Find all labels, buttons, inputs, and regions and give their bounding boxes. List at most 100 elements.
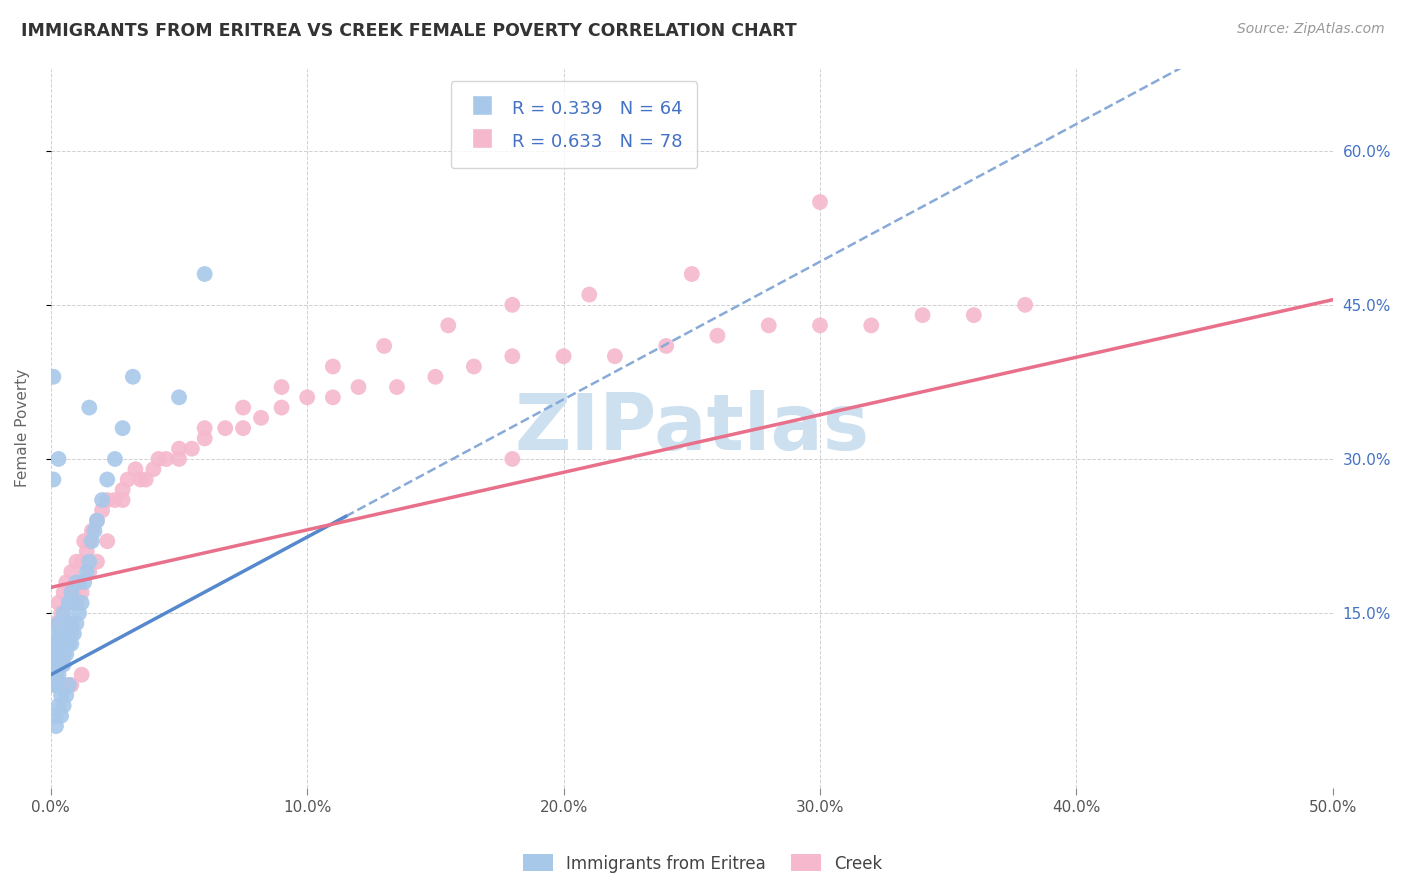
Point [49, 688, 72, 702]
Point [55, 575, 77, 590]
Point [60, 585, 83, 599]
Point [70, 585, 93, 599]
Point [45, 647, 67, 661]
Point [83, 524, 105, 538]
Point [49, 647, 72, 661]
Point [70, 596, 93, 610]
Point [347, 380, 370, 394]
Point [67, 606, 90, 620]
Point [48, 657, 70, 672]
Point [80, 534, 103, 549]
Point [63, 585, 86, 599]
Point [52, 678, 75, 692]
Point [60, 637, 83, 651]
Point [148, 452, 170, 467]
Point [79, 555, 101, 569]
Point [194, 267, 217, 281]
Point [58, 616, 80, 631]
Point [91, 493, 114, 508]
Point [76, 565, 98, 579]
Point [96, 473, 118, 487]
Point [167, 452, 190, 467]
Point [86, 514, 108, 528]
Point [42, 637, 65, 651]
Point [45, 667, 67, 681]
Point [808, 318, 831, 333]
Point [42, 647, 65, 661]
Point [52, 626, 75, 640]
Point [117, 473, 139, 487]
Point [48, 698, 70, 713]
Point [155, 452, 177, 467]
Point [42, 657, 65, 672]
Point [373, 339, 395, 353]
Point [501, 349, 523, 363]
Point [45, 678, 67, 692]
Point [55, 637, 77, 651]
Point [96, 493, 118, 508]
Point [49, 709, 72, 723]
Point [437, 318, 460, 333]
Point [167, 390, 190, 404]
Point [42, 667, 65, 681]
Point [73, 534, 96, 549]
Point [70, 555, 93, 569]
Point [52, 585, 75, 599]
Point [45, 616, 67, 631]
Point [45, 637, 67, 651]
Point [214, 421, 236, 435]
Point [60, 626, 83, 640]
Point [65, 575, 87, 590]
Point [681, 267, 703, 281]
Point [63, 626, 86, 640]
Point [48, 667, 70, 681]
Point [52, 657, 75, 672]
Point [45, 709, 67, 723]
Point [270, 380, 292, 394]
Text: Source: ZipAtlas.com: Source: ZipAtlas.com [1237, 22, 1385, 37]
Point [194, 431, 217, 445]
Point [142, 462, 165, 476]
Point [42, 678, 65, 692]
Y-axis label: Female Poverty: Female Poverty [15, 369, 30, 487]
Legend: Immigrants from Eritrea, Creek: Immigrants from Eritrea, Creek [516, 847, 890, 880]
Point [55, 688, 77, 702]
Point [73, 575, 96, 590]
Point [706, 328, 728, 343]
Point [322, 359, 344, 374]
Point [67, 575, 90, 590]
Point [45, 657, 67, 672]
Point [655, 339, 678, 353]
Text: ZIPatlas: ZIPatlas [515, 390, 869, 467]
Point [55, 647, 77, 661]
Point [45, 719, 67, 733]
Point [42, 369, 65, 384]
Point [911, 308, 934, 322]
Point [52, 606, 75, 620]
Point [463, 359, 485, 374]
Point [80, 524, 103, 538]
Point [963, 308, 986, 322]
Point [48, 637, 70, 651]
Point [135, 473, 157, 487]
Point [124, 462, 146, 476]
Point [60, 678, 83, 692]
Point [63, 596, 86, 610]
Point [860, 318, 883, 333]
Point [58, 596, 80, 610]
Point [194, 421, 217, 435]
Point [42, 473, 65, 487]
Point [79, 534, 101, 549]
Point [180, 442, 202, 456]
Legend: R = 0.339   N = 64, R = 0.633   N = 78: R = 0.339 N = 64, R = 0.633 N = 78 [451, 81, 697, 169]
Point [270, 401, 292, 415]
Point [758, 318, 780, 333]
Point [232, 421, 254, 435]
Point [55, 616, 77, 631]
Point [48, 647, 70, 661]
Point [58, 596, 80, 610]
Point [49, 637, 72, 651]
Point [129, 473, 152, 487]
Point [58, 678, 80, 692]
Point [65, 596, 87, 610]
